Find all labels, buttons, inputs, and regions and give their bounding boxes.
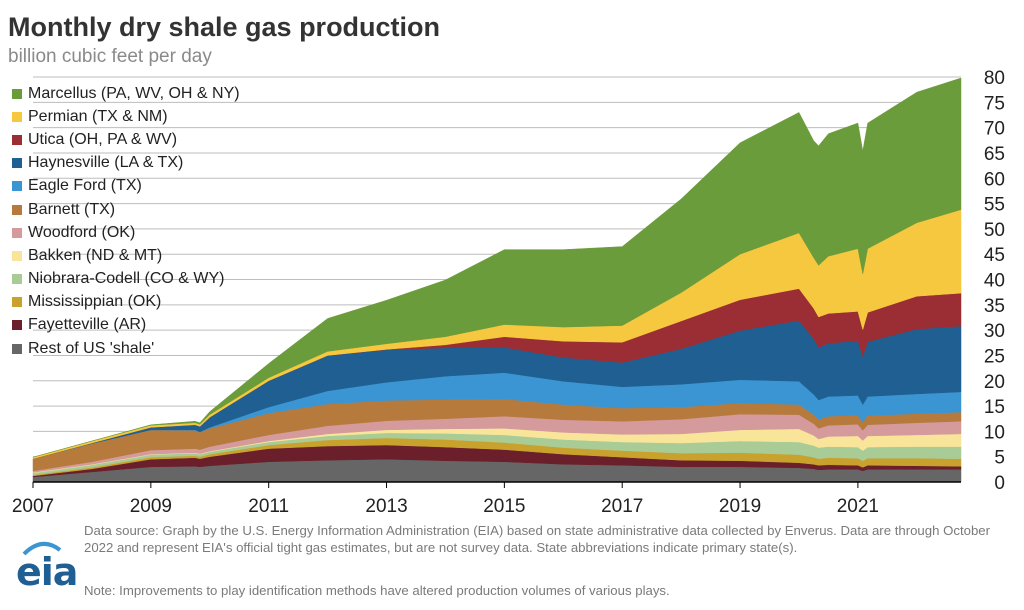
- legend-swatch: [12, 227, 22, 238]
- y-tick-label-55: 55: [984, 195, 1005, 216]
- legend-item: Mississippian (OK): [12, 291, 240, 314]
- x-tick-label-2015: 2015: [483, 496, 525, 517]
- legend-label: Woodford (OK): [28, 223, 136, 241]
- y-tick-label-10: 10: [984, 422, 1005, 443]
- legend-item: Rest of US 'shale': [12, 337, 240, 360]
- footnote: Note: Improvements to play identificatio…: [84, 583, 670, 598]
- legend-label: Rest of US 'shale': [28, 339, 155, 357]
- y-tick-label-50: 50: [984, 220, 1005, 241]
- legend-swatch: [12, 297, 22, 308]
- x-tick-label-2019: 2019: [719, 496, 761, 517]
- legend-swatch: [12, 204, 22, 215]
- legend-swatch: [12, 134, 22, 145]
- legend-label: Bakken (ND & MT): [28, 246, 163, 264]
- legend-swatch: [12, 88, 22, 99]
- y-tick-label-35: 35: [984, 296, 1005, 317]
- y-tick-label-15: 15: [984, 397, 1005, 418]
- x-tick-label-2007: 2007: [12, 496, 54, 517]
- y-tick-label-0: 0: [994, 473, 1005, 494]
- legend-item: Utica (OH, PA & WV): [12, 128, 240, 151]
- series-area-11: [32, 77, 962, 458]
- legend-item: Niobrara-Codell (CO & WY): [12, 268, 240, 291]
- legend-item: Fayetteville (AR): [12, 314, 240, 337]
- legend-item: Barnett (TX): [12, 198, 240, 221]
- y-tick-label-70: 70: [984, 119, 1005, 140]
- x-tick-label-2017: 2017: [601, 496, 643, 517]
- y-tick-label-60: 60: [984, 169, 1005, 190]
- legend-label: Niobrara-Codell (CO & WY): [28, 270, 225, 288]
- legend-item: Haynesville (LA & TX): [12, 152, 240, 175]
- legend-label: Mississippian (OK): [28, 293, 162, 311]
- y-tick-label-40: 40: [984, 271, 1005, 292]
- legend-swatch: [12, 320, 22, 331]
- legend-label: Haynesville (LA & TX): [28, 154, 184, 172]
- legend-swatch: [12, 250, 22, 261]
- legend-item: Permian (TX & NM): [12, 105, 240, 128]
- y-tick-label-20: 20: [984, 372, 1005, 393]
- y-tick-label-30: 30: [984, 321, 1005, 342]
- data-source-note: Data source: Graph by the U.S. Energy In…: [84, 523, 991, 555]
- legend-item: Eagle Ford (TX): [12, 175, 240, 198]
- chart-title: Monthly dry shale gas production: [8, 12, 441, 42]
- y-tick-label-75: 75: [984, 93, 1005, 114]
- y-tick-label-5: 5: [994, 448, 1005, 469]
- legend-label: Eagle Ford (TX): [28, 177, 142, 195]
- legend-swatch: [12, 274, 22, 285]
- x-tick-label-2011: 2011: [248, 496, 289, 517]
- legend-label: Fayetteville (AR): [28, 316, 147, 334]
- y-tick-label-80: 80: [984, 68, 1005, 89]
- chart-subtitle: billion cubic feet per day: [8, 46, 212, 67]
- legend-item: Bakken (ND & MT): [12, 244, 240, 267]
- legend-item: Woodford (OK): [12, 221, 240, 244]
- y-tick-label-45: 45: [984, 245, 1005, 266]
- x-tick-label-2013: 2013: [365, 496, 407, 517]
- logo-arc-icon: [22, 542, 62, 556]
- legend-swatch: [12, 111, 22, 122]
- chart-legend: Marcellus (PA, WV, OH & NY) Permian (TX &…: [12, 82, 240, 360]
- legend-label: Permian (TX & NM): [28, 107, 168, 125]
- logo-text: eia: [16, 550, 78, 594]
- eia-logo: eia: [12, 540, 78, 594]
- legend-swatch: [12, 158, 22, 169]
- legend-swatch: [12, 181, 22, 192]
- y-tick-label-65: 65: [984, 144, 1005, 165]
- legend-label: Marcellus (PA, WV, OH & NY): [28, 84, 240, 102]
- x-tick-label-2009: 2009: [130, 496, 172, 517]
- legend-label: Barnett (TX): [28, 200, 116, 218]
- legend-item: Marcellus (PA, WV, OH & NY): [12, 82, 240, 105]
- x-tick-label-2021: 2021: [837, 496, 879, 517]
- legend-swatch: [12, 343, 22, 354]
- stacked-area-chart: 2007 2009 2011 2013 2015 2017 2019 2021 0 5 10 15 20…: [12, 68, 1005, 517]
- legend-label: Utica (OH, PA & WV): [28, 130, 178, 148]
- y-tick-label-25: 25: [984, 346, 1005, 367]
